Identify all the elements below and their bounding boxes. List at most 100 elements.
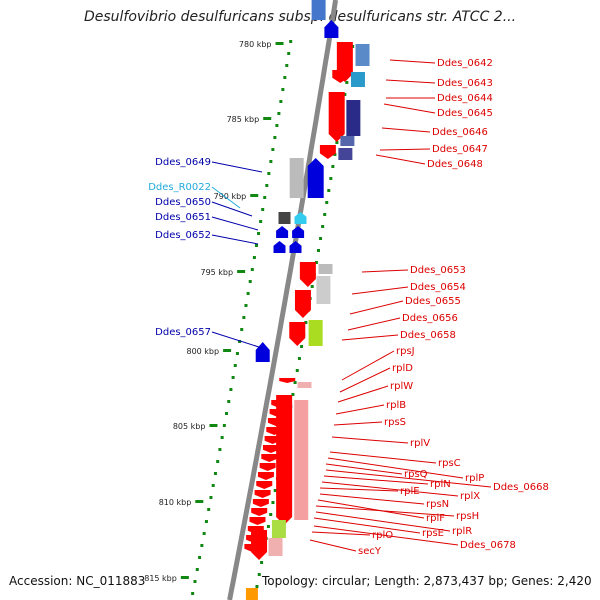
inner-tick <box>235 352 239 355</box>
reverse-gene <box>276 226 289 238</box>
feature-box <box>355 44 370 66</box>
kbp-tick-mark <box>250 194 259 197</box>
label-leader-line <box>385 79 436 84</box>
topology-label: Topology: circular; Length: 2,873,437 bp… <box>262 574 592 588</box>
feature-box <box>278 212 291 224</box>
label-leader-line <box>309 539 357 552</box>
inner-tick <box>259 220 263 223</box>
outer-tick <box>335 141 339 144</box>
inner-tick <box>222 424 226 427</box>
outer-tick <box>333 153 337 156</box>
kbp-tick-label: 795 kbp <box>200 268 233 277</box>
gene-label-right: rpsN <box>426 499 449 510</box>
gene-label-right: rplO <box>372 530 393 541</box>
feature-box <box>294 400 309 520</box>
label-leader-line <box>347 317 401 331</box>
outer-tick <box>293 381 297 384</box>
outer-tick <box>295 369 299 372</box>
gene-label-right: rplP <box>465 473 484 484</box>
gene-label-right: rplN <box>430 479 451 490</box>
feature-box <box>245 588 258 600</box>
label-leader-line <box>335 404 385 415</box>
feature-box <box>318 264 333 274</box>
outer-tick <box>260 561 264 564</box>
inner-tick <box>244 304 248 307</box>
feature-box <box>350 72 365 87</box>
label-leader-line <box>333 421 383 426</box>
gene-label-right: rpsE <box>422 528 444 539</box>
label-leader-line <box>313 517 421 534</box>
gene-label-right: rplV <box>410 438 430 449</box>
reverse-gene <box>292 226 305 238</box>
reverse-gene <box>307 158 324 198</box>
forward-gene <box>247 526 264 534</box>
outer-tick <box>345 81 349 84</box>
outer-tick <box>257 573 261 576</box>
label-leader-line <box>361 269 409 273</box>
forward-gene <box>299 262 316 287</box>
inner-tick <box>289 40 293 43</box>
kbp-tick-label: 780 kbp <box>239 40 272 49</box>
gene-label-right: Ddes_0656 <box>402 313 458 324</box>
inner-tick <box>227 400 231 403</box>
kbp-tick-mark <box>237 270 246 273</box>
forward-gene <box>271 400 288 408</box>
forward-gene <box>264 436 281 444</box>
gene-label-right: secY <box>358 546 382 557</box>
gene-label-left: Ddes_0651 <box>155 212 211 223</box>
forward-gene <box>251 508 268 516</box>
inner-tick <box>271 148 275 151</box>
forward-gene <box>261 454 278 462</box>
feature-box <box>316 276 331 304</box>
forward-gene <box>256 481 273 489</box>
inner-tick <box>281 88 285 91</box>
label-leader-line <box>349 300 404 315</box>
inner-tick <box>263 196 267 199</box>
gene-label-right: rpsH <box>456 511 479 522</box>
label-leader-line <box>313 525 459 546</box>
forward-gene <box>257 472 274 480</box>
inner-tick <box>283 76 287 79</box>
gene-label-right: Ddes_0655 <box>405 296 461 307</box>
label-leader-line <box>375 154 426 165</box>
outer-tick <box>327 189 331 192</box>
genome-backbone <box>227 0 339 600</box>
label-leader-line <box>351 286 409 295</box>
outer-tick <box>329 177 333 180</box>
inner-tick <box>267 172 271 175</box>
outer-tick <box>269 513 273 516</box>
inner-tick <box>257 232 261 235</box>
kbp-tick-label: 805 kbp <box>173 422 206 431</box>
label-leader-line <box>211 201 253 217</box>
reverse-gene <box>324 20 339 38</box>
forward-gene <box>259 463 276 471</box>
label-leader-line <box>329 451 437 464</box>
gene-label-left: Ddes_R0022 <box>148 182 211 193</box>
inner-tick <box>238 340 242 343</box>
rna-gene <box>294 212 307 224</box>
label-leader-line <box>319 487 399 492</box>
label-leader-line <box>379 148 431 151</box>
label-leader-line <box>211 161 263 173</box>
accession-label: Accession: NC_011883 <box>9 574 146 588</box>
outer-tick <box>314 261 318 264</box>
genome-title: Desulfovibrio desulfuricans subsp. desul… <box>83 9 517 25</box>
forward-gene <box>262 445 279 453</box>
forward-gene <box>328 92 345 142</box>
feature-box <box>340 136 355 146</box>
kbp-tick-mark <box>180 576 189 579</box>
inner-tick <box>211 484 215 487</box>
forward-gene <box>249 517 266 525</box>
inner-tick <box>233 364 237 367</box>
feature-box <box>311 0 326 20</box>
outer-tick <box>343 93 347 96</box>
gene-label-right: rplE <box>400 486 420 497</box>
forward-gene <box>244 544 261 552</box>
inner-tick <box>248 280 252 283</box>
outer-tick <box>304 321 308 324</box>
inner-tick <box>229 388 233 391</box>
inner-tick <box>240 328 244 331</box>
gene-label-right: Ddes_0645 <box>437 108 493 119</box>
outer-tick <box>266 525 270 528</box>
inner-tick <box>213 472 217 475</box>
